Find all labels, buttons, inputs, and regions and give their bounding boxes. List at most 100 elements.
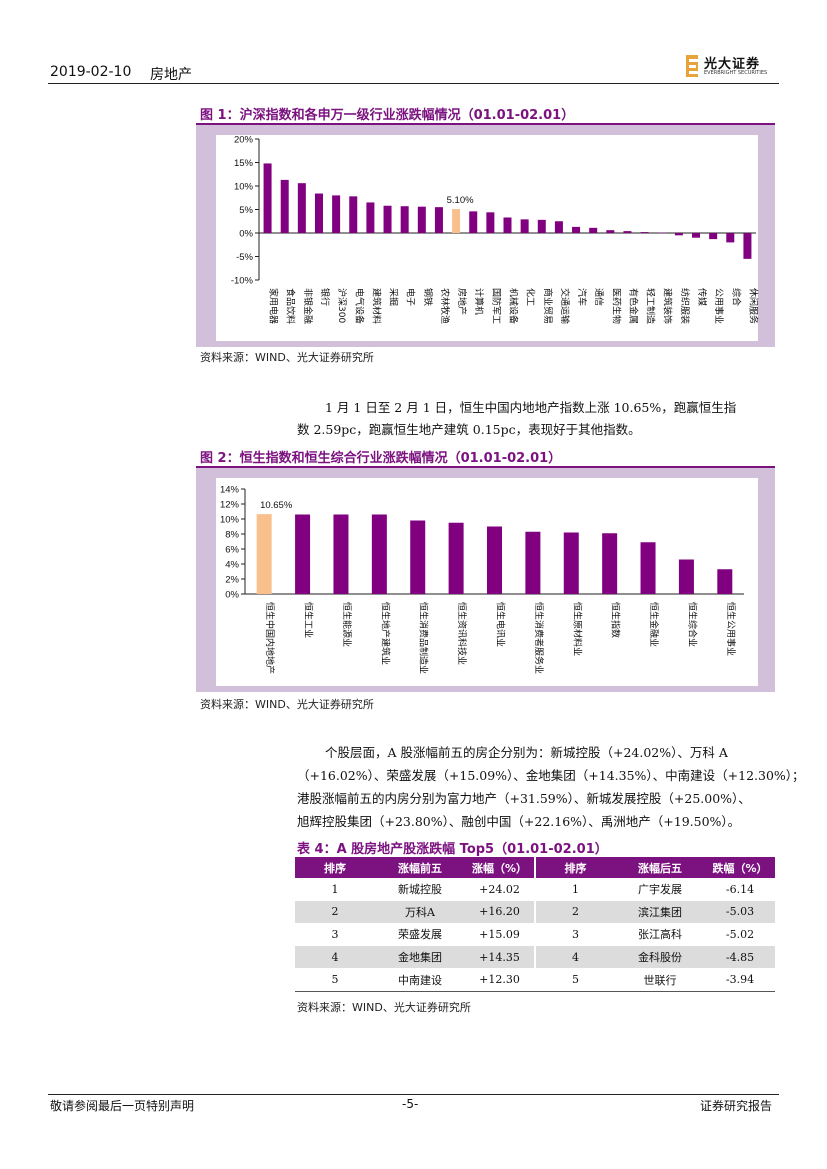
table-cell: 万科A bbox=[375, 900, 465, 924]
fig2-chart-frame bbox=[196, 468, 775, 692]
table4-header-cell: 跌幅（%） bbox=[705, 857, 775, 878]
fig2-category-label: 恒生能源业 bbox=[341, 602, 353, 647]
fig1-bar bbox=[297, 183, 306, 233]
fig1-category-label: 公用事业 bbox=[713, 288, 725, 324]
fig2-y-tick-label: 10% bbox=[220, 515, 240, 526]
fig1-title-rule bbox=[196, 123, 775, 125]
fig1-category-label: 电气设备 bbox=[353, 288, 365, 324]
fig1-bar bbox=[572, 226, 581, 233]
table-cell: 金地集团 bbox=[375, 945, 465, 969]
table4-title: 表 4：A 股房地产股涨跌幅 Top5（01.01-02.01） bbox=[297, 842, 608, 857]
fig1-category-label: 有色金属 bbox=[627, 288, 639, 324]
fig2-category-label: 恒生电讯业 bbox=[495, 602, 507, 647]
fig2-category-label: 恒生消费品制造业 bbox=[418, 602, 430, 674]
table-cell: -5.02 bbox=[725, 927, 755, 941]
fig1-category-label: 汽车 bbox=[576, 288, 588, 306]
table-cell: 4 bbox=[534, 945, 615, 969]
fig1-category-label: 传媒 bbox=[696, 288, 708, 306]
fig1-y-tick-label: 20% bbox=[234, 135, 254, 146]
fig1-y-tick-label: 5% bbox=[239, 205, 253, 216]
table-cell: 张江高科 bbox=[638, 928, 682, 942]
table-cell: 中南建设 bbox=[398, 973, 442, 987]
fig1-category-label: 农林牧渔 bbox=[439, 288, 451, 324]
fig1-bar bbox=[263, 163, 272, 233]
fig2-category-label: 恒生综合业 bbox=[686, 602, 698, 647]
fig2-bar bbox=[487, 526, 502, 594]
fig1-category-label: 商业贸易 bbox=[542, 288, 554, 324]
fig1-category-label: 采掘 bbox=[388, 288, 400, 306]
fig2-bar bbox=[295, 514, 311, 594]
fig1-category-label: 房地产 bbox=[456, 288, 468, 315]
company-logo: 光大证券 EVERBRIGHT SECURITIES bbox=[686, 53, 778, 81]
fig1-bar bbox=[657, 232, 666, 234]
fig1-y-tick-label: 15% bbox=[234, 158, 254, 169]
fig1-category-label: 国防军工 bbox=[490, 288, 502, 324]
fig1-category-label: 建筑材料 bbox=[370, 288, 382, 324]
fig1-category-label: 交通运输 bbox=[559, 288, 571, 324]
table-row: 3 荣盛发展 +15.09 3 张江高科 -5.02 bbox=[295, 923, 775, 946]
fig1-bar bbox=[726, 233, 735, 243]
fig1-bar bbox=[417, 206, 426, 233]
fig1-y-tick-label: 10% bbox=[234, 182, 254, 193]
logo-mark-icon bbox=[686, 55, 698, 77]
fig1-bar bbox=[606, 230, 615, 233]
table-cell: 5 bbox=[534, 968, 615, 991]
fig2-y-tick-label: 6% bbox=[225, 545, 239, 556]
logo-text-cn: 光大证券 bbox=[704, 57, 761, 72]
fig1-bar bbox=[469, 211, 478, 233]
table-cell: +12.30 bbox=[479, 973, 520, 987]
fig1-bar bbox=[709, 233, 718, 240]
fig2-bar bbox=[333, 514, 349, 594]
fig2-chart: 14% 12% 10% 8% 6% 4% 2% 0% 10.65% 恒生中国内地地产 恒生工业 恒生能… bbox=[220, 485, 744, 674]
table-cell: 5 bbox=[331, 973, 339, 987]
fig1-bar bbox=[400, 206, 409, 233]
footer-rule bbox=[48, 1094, 779, 1095]
fig1-bar bbox=[280, 179, 289, 233]
fig2-title: 图 2：恒生指数和恒生综合行业涨跌幅情况（01.01-02.01） bbox=[200, 451, 562, 466]
fig2-category-label: 恒生中国内地地产 bbox=[264, 602, 276, 674]
fig1-bar bbox=[674, 233, 683, 236]
table-cell: +15.09 bbox=[479, 927, 520, 941]
fig1-bar bbox=[520, 219, 529, 233]
fig1-bar bbox=[640, 232, 649, 233]
fig1-data-label: 5.10% bbox=[447, 195, 474, 206]
fig2-data-label: 10.65% bbox=[260, 500, 293, 511]
table4-header-cell: 涨幅前五 bbox=[375, 857, 465, 878]
fig1-bar bbox=[623, 231, 632, 233]
table4-header-cell: 涨幅后五 bbox=[615, 857, 705, 878]
table4: 排序 涨幅前五 涨幅（%） 排序 涨幅后五 跌幅（%） 1 新城控股 +24.0… bbox=[295, 857, 775, 991]
table4-header-row: 排序 涨幅前五 涨幅（%） 排序 涨幅后五 跌幅（%） bbox=[295, 857, 775, 878]
table-cell: +24.02 bbox=[479, 882, 520, 896]
table-cell: -3.94 bbox=[725, 973, 755, 987]
fig1-category-label: 医药生物 bbox=[610, 288, 622, 324]
fig2-source: 资料来源：WIND、光大证券研究所 bbox=[200, 698, 374, 711]
fig2-y-tick-label: 2% bbox=[225, 575, 239, 586]
table-cell: +16.20 bbox=[465, 900, 535, 924]
fig2-title-rule bbox=[196, 466, 775, 468]
para2-line4: 旭辉控股集团（+23.80%）、融创中国（+22.16%）、禹洲地产（+19.5… bbox=[297, 814, 741, 829]
fig1-category-label: 沪深300 bbox=[336, 288, 348, 323]
para2-line2: （+16.02%）、荣盛发展（+15.09%）、金地集团（+14.35%）、中南… bbox=[297, 768, 805, 783]
fig2-bar bbox=[640, 542, 656, 594]
fig1-bar bbox=[692, 233, 701, 238]
fig1-bar bbox=[314, 193, 323, 233]
fig2-category-label: 恒生金融业 bbox=[648, 602, 660, 647]
fig2-bar bbox=[717, 569, 733, 594]
table4-bottom-rule bbox=[295, 990, 775, 992]
fig2-y-tick-label: 4% bbox=[225, 560, 239, 571]
table-cell: 2 bbox=[295, 900, 375, 924]
table4-source: 资料来源：WIND、光大证券研究所 bbox=[297, 1001, 471, 1014]
fig1-category-label: 家用电器 bbox=[268, 288, 280, 324]
table-cell: 金科股份 bbox=[615, 945, 705, 969]
table4-header-cell: 排序 bbox=[295, 857, 375, 878]
fig1-bar bbox=[743, 233, 752, 259]
footer-disclaimer: 敬请参阅最后一页特别声明 bbox=[50, 1099, 195, 1113]
fig2-category-label: 恒生地产建筑业 bbox=[379, 602, 391, 665]
fig1-bar bbox=[486, 212, 495, 233]
fig2-bar bbox=[371, 514, 387, 594]
fig2-bar bbox=[602, 533, 618, 594]
fig1-category-label: 休闲服务 bbox=[747, 288, 759, 324]
table-row: 5 中南建设 +12.30 5 世联行 -3.94 bbox=[295, 968, 775, 991]
table4-header-cell: 排序 bbox=[534, 857, 615, 878]
fig2-category-label: 恒生工业 bbox=[303, 602, 315, 638]
